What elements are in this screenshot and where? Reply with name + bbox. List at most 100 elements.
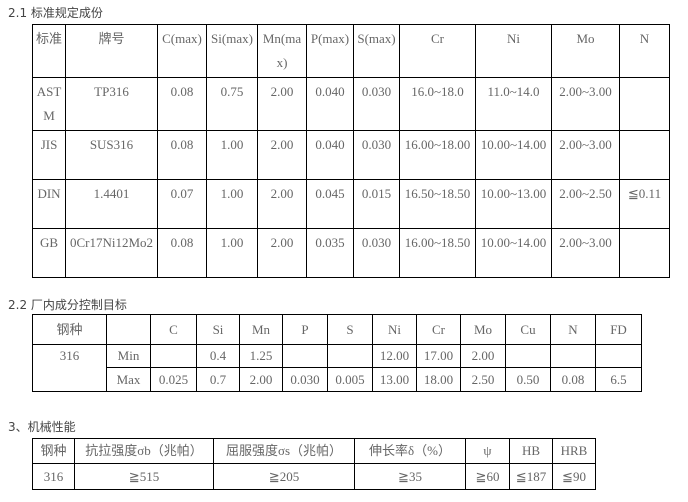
header-cell: C [150,314,197,345]
table-cell: JIS [32,130,66,180]
table-cell: 10.00~14.00 [475,130,552,180]
table-cell: 2.00 [257,179,307,229]
table-cell: 2.00 [257,130,307,180]
header-cell: N [619,24,670,78]
header-cell: Mn [239,314,283,345]
table-cell: ≦187 [509,463,553,490]
table-cell: 16.50~18.50 [399,179,476,229]
table-cell: GB [32,228,66,278]
header-cell: Cr [416,314,461,345]
header-cell: Cu [505,314,551,345]
table-cell: 16.00~18.50 [399,228,476,278]
table-cell: 16.00~18.00 [399,130,476,180]
table-cell: 2.00~3.00 [551,77,620,131]
section-title-internal-control: 2.2 厂内成分控制目标 [8,298,127,312]
table-cell: ≧35 [354,463,466,490]
table-cell: 0.040 [306,130,354,180]
table-cell: 0.035 [306,228,354,278]
header-cell: N [550,314,596,345]
header-cell: 标准 [32,24,66,78]
table-cell: 0.07 [157,179,207,229]
max-cell: 0.025 [150,367,197,392]
header-cell: Mo [551,24,620,78]
header-cell: S(max) [353,24,400,78]
table-cell: TP316 [65,77,158,131]
table-cell: 0.040 [306,77,354,131]
table-cell: 2.00 [257,228,307,278]
table-cell: 10.00~13.00 [475,179,552,229]
header-cell: P(max) [306,24,354,78]
min-cell: 1.25 [239,344,283,368]
standard-composition-table: 标准 牌号 C(max) Si(max) Mn(max) P(max) S(max) Cr Ni… [32,24,670,278]
min-cell [505,344,551,368]
table-cell: 2.00 [257,77,307,131]
table-cell: 0.08 [157,130,207,180]
max-cell: 2.50 [460,367,506,392]
header-cell: FD [595,314,642,345]
table-cell: 1.4401 [65,179,158,229]
table-cell: 2.00~2.50 [551,179,620,229]
min-cell: 17.00 [416,344,461,368]
table-cell: 316 [32,463,75,490]
header-cell: 牌号 [65,24,158,78]
table-cell: ≧60 [465,463,510,490]
mechanical-properties-table: 钢种 抗拉强度σb（兆帕） 屈服强度σs（兆帕） 伸长率δ（%） ψ HB HRB 316 ≧5… [32,438,596,490]
table-cell: 2.00~3.00 [551,228,620,278]
table-cell: 16.0~18.0 [399,77,476,131]
min-cell [282,344,328,368]
max-cell: 0.08 [550,367,596,392]
header-cell: 抗拉强度σb（兆帕） [74,438,214,464]
table-cell [619,77,670,131]
max-cell: 0.50 [505,367,551,392]
table-cell: SUS316 [65,130,158,180]
table-cell: 1.00 [206,130,258,180]
table-cell: 10.00~14.00 [475,228,552,278]
table-cell: ASTM [32,77,66,131]
header-cell: 钢种 [32,438,75,464]
header-cell: 伸长率δ（%） [354,438,466,464]
max-cell: Max [106,367,151,392]
header-cell: P [282,314,328,345]
table-row: GB 0Cr17Ni12Mo2 0.08 1.00 2.00 0.035 0.030 16.0… [32,228,670,278]
min-cell [550,344,596,368]
table-row: DIN 1.4401 0.07 1.00 2.00 0.045 0.015 16.50~18.… [32,179,670,229]
table-row: ASTM TP316 0.08 0.75 2.00 0.040 0.030 16.0~18.0… [32,77,670,131]
header-cell: 钢种 [32,314,107,345]
header-cell: ψ [465,438,510,464]
min-cell: 0.4 [196,344,240,368]
table-row: JIS SUS316 0.08 1.00 2.00 0.040 0.030 16.00~18.… [32,130,670,180]
table-cell: 0Cr17Ni12Mo2 [65,228,158,278]
table-cell: ≦90 [552,463,596,490]
section-title-mechanical-properties: 3、机械性能 [8,420,76,434]
table-cell: 0.030 [353,77,400,131]
header-cell: Ni [475,24,552,78]
header-cell: Mn(max) [257,24,307,78]
header-cell: HRB [552,438,596,464]
table-cell: ≧205 [213,463,355,490]
max-cell: 0.030 [282,367,328,392]
table-cell: 1.00 [206,179,258,229]
max-cell: 13.00 [372,367,417,392]
min-cell: 2.00 [460,344,506,368]
header-cell: HB [509,438,553,464]
max-cell: 18.00 [416,367,461,392]
header-cell: Mo [460,314,506,345]
min-cell: 12.00 [372,344,417,368]
internal-control-table: 钢种 C Si Mn P S Ni Cr Mo Cu N FD 316 Min 0.4 1.25 12.00 1… [32,314,642,392]
header-row: 标准 牌号 C(max) Si(max) Mn(max) P(max) S(max) Cr Ni… [32,24,670,78]
header-cell: Si [196,314,240,345]
header-cell: Ni [372,314,417,345]
table-cell: 0.045 [306,179,354,229]
table-cell: 0.030 [353,130,400,180]
table-cell [619,228,670,278]
table-cell: DIN [32,179,66,229]
table-cell: 2.00~3.00 [551,130,620,180]
header-cell: C(max) [157,24,207,78]
min-cell [150,344,197,368]
header-cell: 屈服强度σs（兆帕） [213,438,355,464]
min-cell: Min [106,344,151,368]
header-cell: Cr [399,24,476,78]
max-cell: 0.005 [327,367,373,392]
table-cell: ≦0.11 [619,179,670,229]
table-cell: 11.0~14.0 [475,77,552,131]
